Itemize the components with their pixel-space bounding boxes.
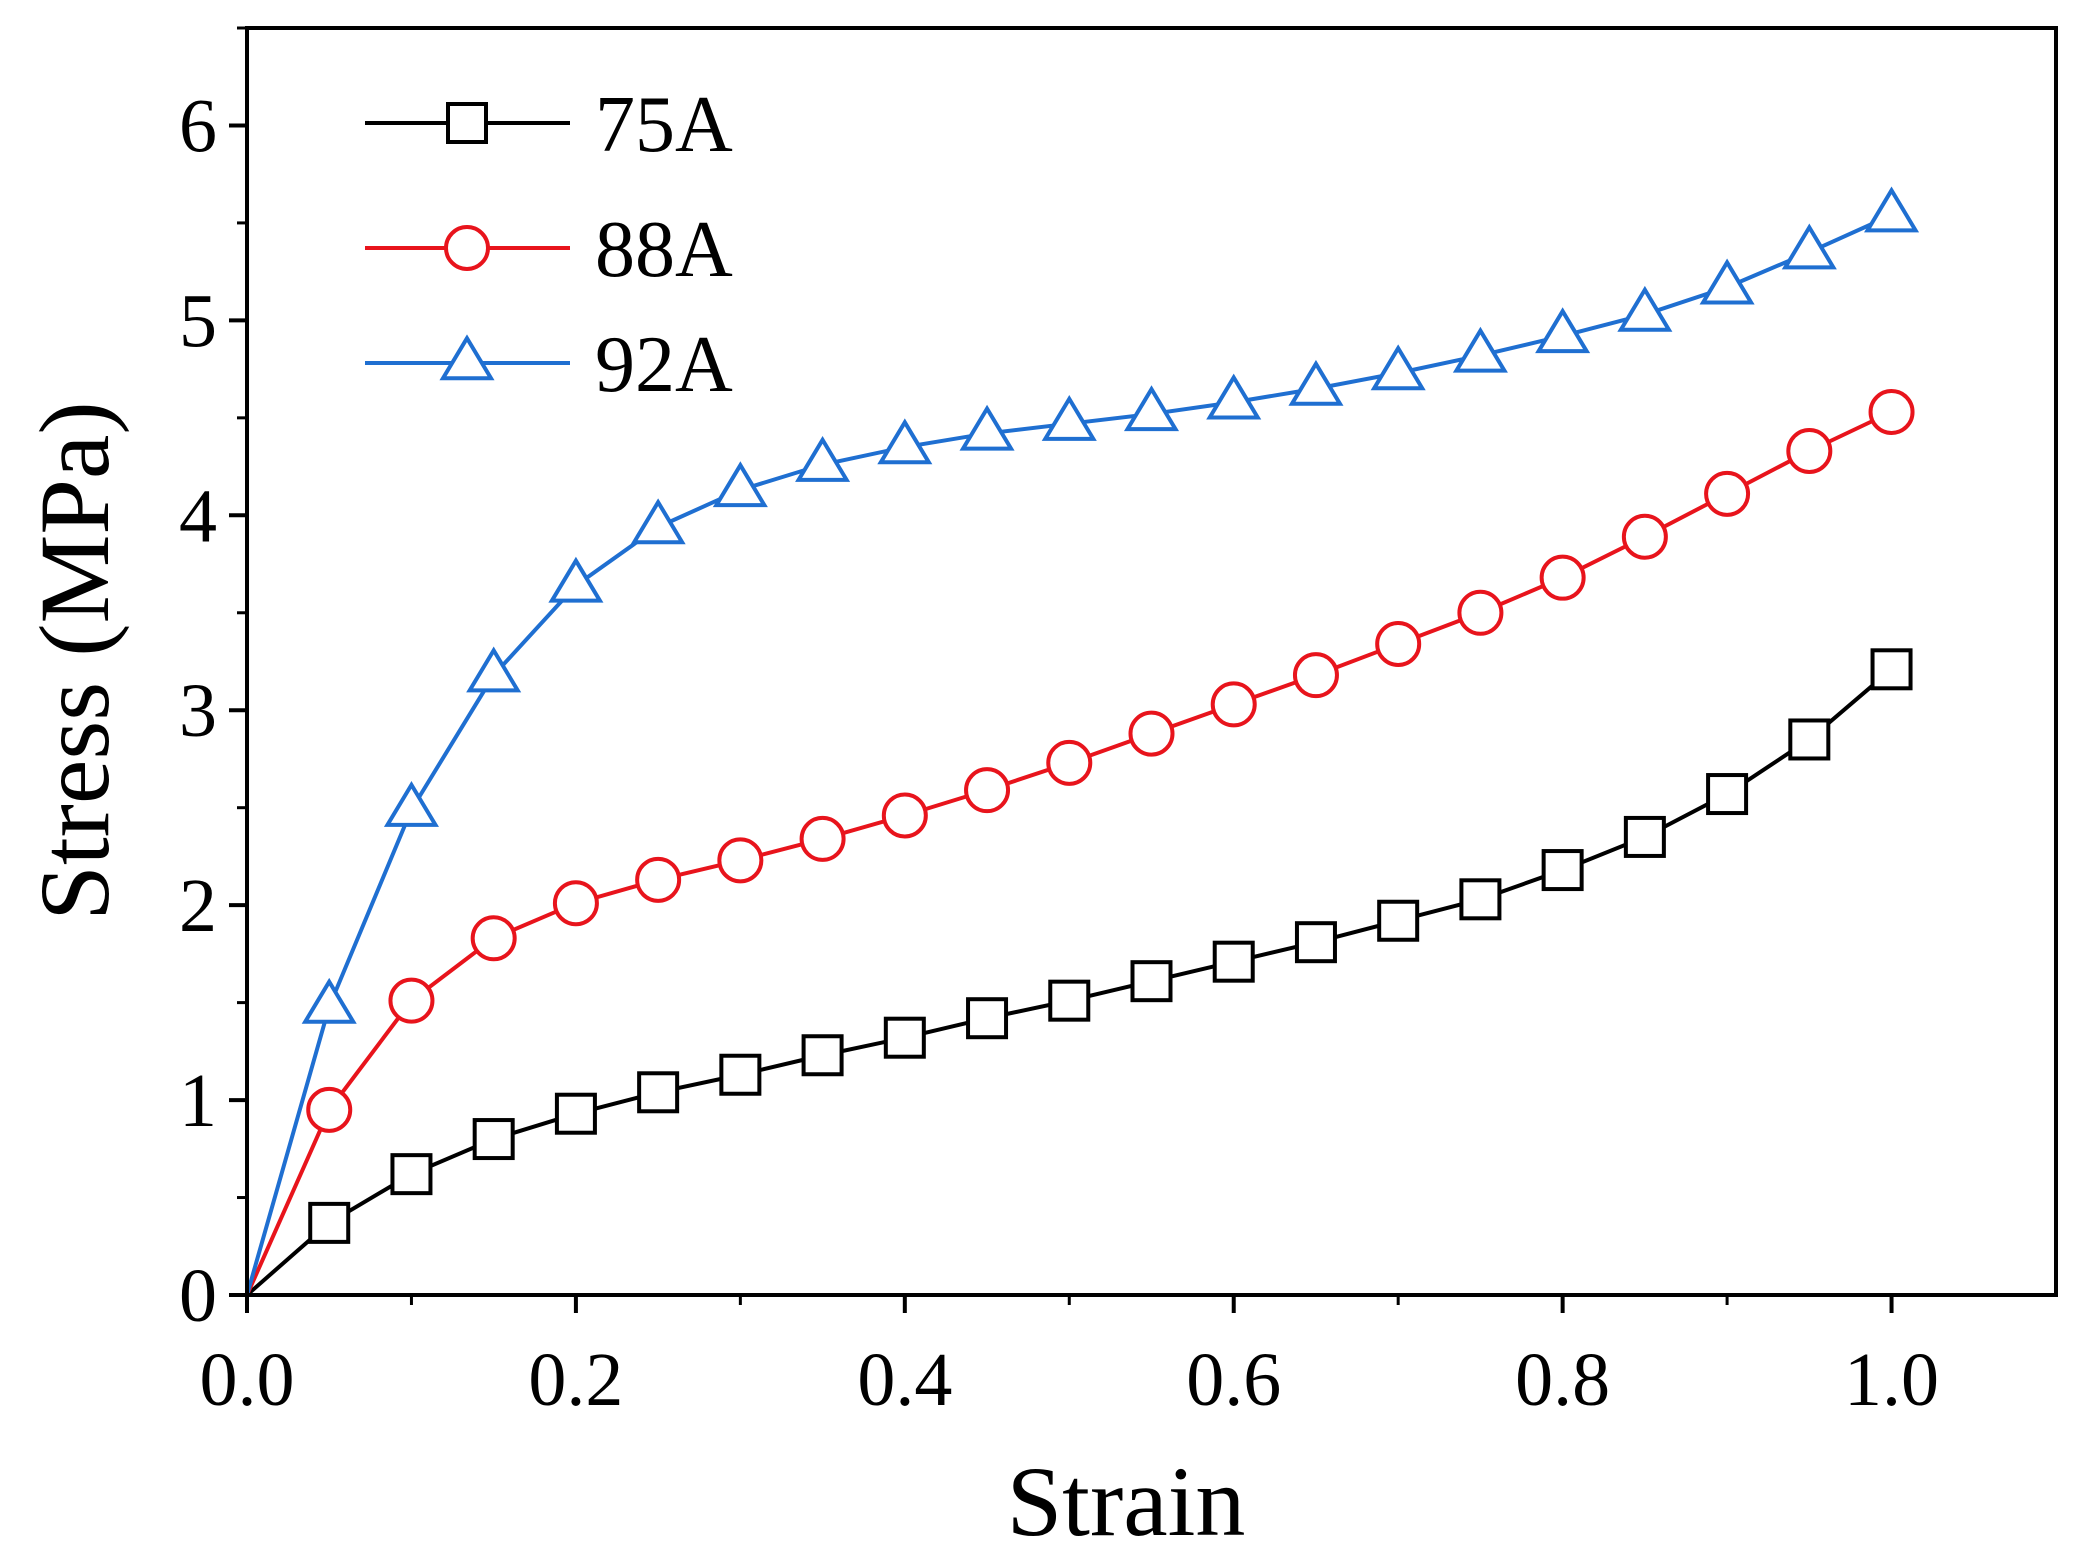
data-point-75A	[1048, 979, 1091, 1022]
data-point-75A	[1212, 940, 1255, 983]
series-92A	[245, 186, 1920, 1296]
data-point-88A	[1210, 681, 1257, 728]
data-point-75A	[1870, 648, 1913, 691]
data-point-92A	[548, 556, 604, 603]
data-point-88A	[1457, 589, 1504, 636]
x-tick-label: 0.4	[857, 1338, 952, 1422]
data-point-75A	[1130, 960, 1173, 1003]
data-point-88A	[1868, 388, 1915, 435]
legend-marker-75A	[446, 102, 488, 144]
data-point-75A	[637, 1071, 680, 1114]
data-point-75A	[1623, 815, 1666, 858]
data-point-88A	[1128, 710, 1175, 757]
y-tick-label: 1	[179, 1059, 217, 1143]
data-point-75A	[966, 997, 1009, 1040]
data-point-88A	[1786, 427, 1833, 474]
data-point-92A	[1041, 395, 1097, 441]
data-point-88A	[1292, 652, 1339, 699]
data-point-88A	[552, 880, 599, 927]
data-point-88A	[717, 837, 764, 884]
data-point-88A	[388, 977, 435, 1024]
data-point-88A	[306, 1086, 353, 1133]
data-point-92A	[1370, 344, 1426, 391]
legend-label-75A: 75A	[595, 81, 733, 169]
data-point-88A	[881, 792, 928, 839]
y-tick-label: 4	[179, 474, 217, 558]
data-point-92A	[1617, 285, 1673, 332]
data-point-75A	[883, 1016, 926, 1059]
y-axis-title: Stress (MPa)	[19, 401, 130, 920]
data-point-92A	[1123, 385, 1180, 432]
series-88A	[245, 388, 1915, 1296]
data-point-75A	[719, 1053, 762, 1096]
data-point-75A	[1788, 718, 1831, 761]
data-point-92A	[301, 977, 357, 1024]
legend-entry-92A: 92A	[365, 321, 733, 409]
data-point-92A	[1699, 258, 1755, 305]
legend-marker-92A	[439, 334, 495, 381]
data-point-75A	[472, 1118, 515, 1161]
ticks-layer	[229, 26, 1894, 1313]
legend: 75A 88A 92A	[365, 81, 733, 409]
data-point-92A	[959, 404, 1015, 451]
data-point-92A	[383, 780, 439, 827]
tick-labels-layer: 0.0 0.2 0.4 0.6 0.8 1.0 0 1 2 3 4 5 6	[179, 84, 1939, 1422]
data-point-75A	[1294, 921, 1337, 964]
y-tick-label: 0	[179, 1254, 217, 1338]
data-point-88A	[1621, 513, 1668, 560]
data-point-75A	[390, 1153, 433, 1196]
data-point-88A	[1046, 739, 1093, 786]
data-point-88A	[799, 815, 846, 862]
data-point-88A	[470, 915, 517, 962]
data-point-88A	[1375, 620, 1422, 667]
series-layer	[245, 186, 1920, 1297]
data-point-75A	[554, 1092, 597, 1135]
data-point-75A	[1377, 899, 1420, 942]
data-point-92A	[1864, 186, 1920, 233]
data-point-92A	[1452, 326, 1508, 373]
data-point-75A	[1706, 773, 1749, 816]
x-tick-label: 0.8	[1515, 1338, 1610, 1422]
x-tick-label: 0.0	[200, 1338, 295, 1422]
series-75A	[245, 648, 1913, 1297]
data-point-92A	[1288, 359, 1344, 406]
legend-entry-88A: 88A	[365, 206, 733, 294]
data-point-88A	[1539, 554, 1586, 601]
y-tick-label: 5	[179, 279, 217, 363]
y-tick-label: 2	[179, 864, 217, 948]
data-point-92A	[466, 646, 522, 693]
data-point-88A	[635, 856, 682, 903]
legend-label-92A: 92A	[595, 321, 733, 409]
data-point-75A	[801, 1034, 844, 1077]
x-tick-label: 0.6	[1186, 1338, 1281, 1422]
legend-entry-75A: 75A	[365, 81, 733, 169]
data-point-92A	[630, 498, 686, 545]
legend-marker-88A	[444, 225, 490, 271]
x-tick-label: 0.2	[528, 1338, 623, 1422]
data-point-88A	[964, 767, 1011, 814]
y-tick-label: 3	[179, 669, 217, 753]
plot-frame	[245, 26, 2058, 1297]
data-point-75A	[308, 1201, 351, 1244]
data-point-88A	[1704, 470, 1751, 517]
data-point-92A	[1781, 223, 1837, 270]
y-tick-label: 6	[179, 84, 217, 168]
data-point-92A	[1535, 307, 1591, 354]
legend-label-88A: 88A	[595, 206, 733, 294]
data-point-92A	[877, 418, 933, 465]
data-point-92A	[712, 461, 768, 508]
x-tick-label: 1.0	[1844, 1338, 1939, 1422]
data-point-75A	[1459, 878, 1502, 921]
data-point-92A	[795, 435, 851, 482]
data-point-75A	[1541, 849, 1584, 892]
x-axis-title: Strain	[1007, 1446, 1246, 1557]
data-point-92A	[1206, 373, 1262, 420]
